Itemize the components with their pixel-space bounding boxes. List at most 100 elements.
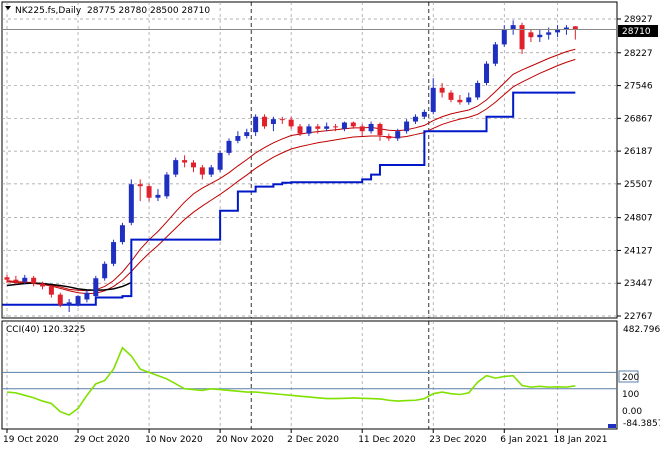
candle-body	[217, 152, 223, 170]
candle-body	[31, 277, 37, 284]
candle[interactable]	[75, 295, 81, 307]
candle[interactable]	[448, 90, 454, 103]
candle[interactable]	[572, 26, 578, 40]
trailing-stop-line	[2, 91, 576, 306]
candle[interactable]	[182, 155, 188, 168]
candle-body	[146, 186, 152, 198]
candle[interactable]	[377, 122, 383, 141]
candle[interactable]	[430, 78, 436, 115]
candle[interactable]	[457, 95, 463, 105]
candle[interactable]	[333, 123, 339, 132]
candle[interactable]	[40, 281, 46, 290]
candle[interactable]	[279, 116, 285, 124]
candle-body	[448, 92, 454, 100]
candle-body	[546, 32, 552, 35]
candle[interactable]	[368, 121, 374, 134]
candle[interactable]	[395, 128, 401, 141]
candle[interactable]	[492, 41, 498, 67]
candle-body	[84, 292, 90, 300]
candle[interactable]	[555, 25, 561, 38]
candle[interactable]	[13, 275, 19, 285]
candle[interactable]	[190, 160, 196, 173]
price-tick-label: 26867	[624, 114, 653, 124]
candle[interactable]	[475, 80, 481, 100]
candle[interactable]	[350, 121, 356, 129]
candle[interactable]	[253, 114, 259, 137]
date-tick-label: 29 Oct 2020	[74, 435, 130, 445]
price-tick-label: 23447	[624, 279, 653, 289]
candle[interactable]	[484, 61, 490, 86]
candle-body	[4, 277, 10, 280]
candle-body	[75, 296, 81, 305]
date-tick-label: 10 Nov 2020	[145, 435, 203, 445]
candle-body	[315, 126, 321, 129]
candle[interactable]	[119, 222, 125, 245]
candle[interactable]	[226, 138, 232, 156]
candle-body	[164, 174, 170, 197]
candle[interactable]	[297, 123, 303, 137]
ohlc-values: 28775 28780 28500 28710	[87, 6, 210, 16]
candle[interactable]	[31, 275, 37, 287]
candle-body	[155, 194, 161, 198]
candle-body	[439, 87, 445, 93]
candle[interactable]	[173, 157, 179, 177]
shift-end-icon[interactable]	[608, 424, 616, 428]
candle[interactable]	[510, 20, 516, 35]
candle[interactable]	[421, 109, 427, 120]
candle-body	[404, 121, 410, 132]
candle[interactable]	[412, 114, 418, 124]
candle[interactable]	[324, 122, 330, 132]
candle[interactable]	[155, 189, 161, 202]
candle[interactable]	[146, 184, 152, 202]
candle[interactable]	[404, 119, 410, 134]
candle[interactable]	[359, 123, 365, 137]
candle-body	[350, 122, 356, 127]
candlesticks[interactable]	[4, 20, 578, 312]
candle[interactable]	[519, 22, 525, 55]
cci-series	[6, 346, 576, 416]
candle[interactable]	[235, 131, 241, 144]
candle[interactable]	[466, 92, 472, 105]
candle-body	[306, 126, 312, 134]
price-tick-label: 24127	[624, 246, 653, 256]
candle[interactable]	[386, 133, 392, 141]
candle-body	[466, 97, 472, 103]
candle[interactable]	[48, 285, 54, 298]
indicator-lines	[2, 48, 576, 306]
candle-body	[377, 123, 383, 136]
candle[interactable]	[199, 164, 205, 180]
candle-body	[111, 242, 117, 264]
candle[interactable]	[537, 29, 543, 42]
candle[interactable]	[137, 179, 143, 202]
candle[interactable]	[501, 25, 507, 47]
candle[interactable]	[66, 298, 72, 312]
candle[interactable]	[528, 29, 534, 42]
candle[interactable]	[57, 292, 63, 308]
candle[interactable]	[288, 116, 294, 129]
candle-body	[13, 279, 19, 282]
candle[interactable]	[128, 179, 134, 226]
cci-axis-bottom: -84.3857	[623, 419, 660, 429]
candle[interactable]	[315, 123, 321, 134]
candle[interactable]	[164, 172, 170, 199]
candle[interactable]	[84, 290, 90, 303]
candle[interactable]	[270, 116, 276, 132]
date-tick-label: 6 Jan 2021	[500, 435, 548, 445]
candle[interactable]	[306, 123, 312, 137]
moving-average-fast	[6, 48, 576, 292]
candle[interactable]	[102, 261, 108, 281]
candle-body	[297, 126, 303, 134]
candle-body	[519, 25, 525, 50]
candle-body	[457, 99, 463, 103]
candle[interactable]	[341, 121, 347, 132]
collapse-arrow-icon[interactable]	[5, 6, 11, 10]
candle[interactable]	[111, 239, 117, 267]
candle[interactable]	[217, 150, 223, 173]
candle[interactable]	[22, 274, 28, 285]
candle[interactable]	[262, 114, 268, 129]
candle[interactable]	[439, 82, 445, 98]
candle[interactable]	[208, 164, 214, 177]
candle[interactable]	[4, 274, 10, 284]
candle[interactable]	[93, 275, 99, 298]
candle[interactable]	[244, 128, 250, 139]
